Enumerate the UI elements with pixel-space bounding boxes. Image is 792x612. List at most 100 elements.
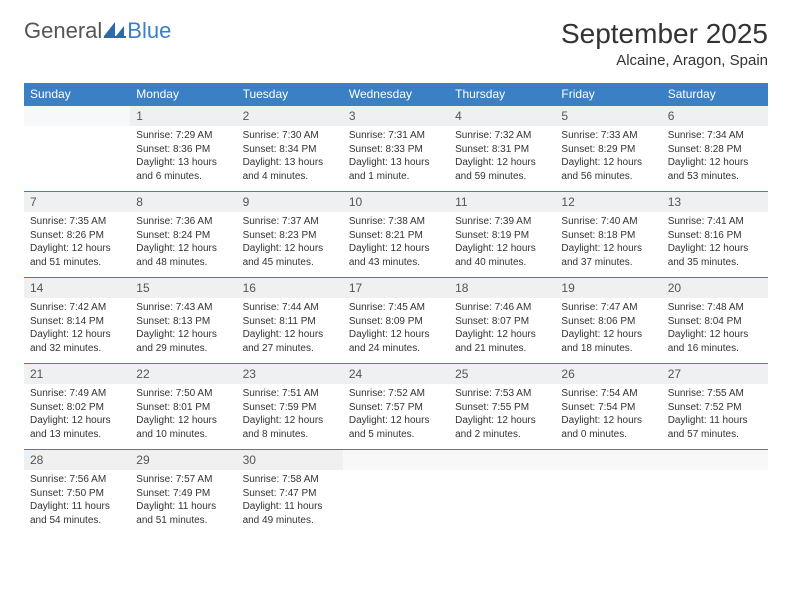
daylight-line: Daylight: 11 hours and 57 minutes.	[668, 414, 762, 441]
sunset-line: Sunset: 7:47 PM	[243, 487, 337, 501]
sunrise-line: Sunrise: 7:42 AM	[30, 301, 124, 315]
day-number: 27	[662, 364, 768, 385]
sunrise-line: Sunrise: 7:48 AM	[668, 301, 762, 315]
sunset-line: Sunset: 8:28 PM	[668, 143, 762, 157]
day-cell: Sunrise: 7:58 AMSunset: 7:47 PMDaylight:…	[237, 470, 343, 535]
day-header: Wednesday	[343, 83, 449, 106]
sunrise-line: Sunrise: 7:54 AM	[561, 387, 655, 401]
sunrise-line: Sunrise: 7:30 AM	[243, 129, 337, 143]
daylight-line: Daylight: 12 hours and 10 minutes.	[136, 414, 230, 441]
daylight-line: Daylight: 12 hours and 35 minutes.	[668, 242, 762, 269]
sunset-line: Sunset: 8:14 PM	[30, 315, 124, 329]
daylight-line: Daylight: 12 hours and 13 minutes.	[30, 414, 124, 441]
day-cell: Sunrise: 7:50 AMSunset: 8:01 PMDaylight:…	[130, 384, 236, 450]
day-number: 26	[555, 364, 661, 385]
sunset-line: Sunset: 8:34 PM	[243, 143, 337, 157]
sunrise-line: Sunrise: 7:41 AM	[668, 215, 762, 229]
sunset-line: Sunset: 8:24 PM	[136, 229, 230, 243]
day-cell: Sunrise: 7:37 AMSunset: 8:23 PMDaylight:…	[237, 212, 343, 278]
sunset-line: Sunset: 8:13 PM	[136, 315, 230, 329]
day-cell	[449, 470, 555, 535]
sunset-line: Sunset: 7:49 PM	[136, 487, 230, 501]
day-cell: Sunrise: 7:46 AMSunset: 8:07 PMDaylight:…	[449, 298, 555, 364]
day-cell: Sunrise: 7:56 AMSunset: 7:50 PMDaylight:…	[24, 470, 130, 535]
sunrise-line: Sunrise: 7:43 AM	[136, 301, 230, 315]
day-number: 28	[24, 450, 130, 471]
daylight-line: Daylight: 13 hours and 1 minute.	[349, 156, 443, 183]
sunrise-line: Sunrise: 7:51 AM	[243, 387, 337, 401]
day-cell: Sunrise: 7:47 AMSunset: 8:06 PMDaylight:…	[555, 298, 661, 364]
day-number: 22	[130, 364, 236, 385]
day-number: 19	[555, 278, 661, 299]
day-cell: Sunrise: 7:44 AMSunset: 8:11 PMDaylight:…	[237, 298, 343, 364]
day-cell: Sunrise: 7:45 AMSunset: 8:09 PMDaylight:…	[343, 298, 449, 364]
day-number: 30	[237, 450, 343, 471]
day-number: 8	[130, 192, 236, 213]
sunrise-line: Sunrise: 7:37 AM	[243, 215, 337, 229]
daylight-line: Daylight: 12 hours and 53 minutes.	[668, 156, 762, 183]
daynum-row: 282930	[24, 450, 768, 471]
sunset-line: Sunset: 8:19 PM	[455, 229, 549, 243]
sunrise-line: Sunrise: 7:50 AM	[136, 387, 230, 401]
daynum-row: 123456	[24, 106, 768, 127]
day-number: 13	[662, 192, 768, 213]
day-number: 17	[343, 278, 449, 299]
sunset-line: Sunset: 8:36 PM	[136, 143, 230, 157]
sunset-line: Sunset: 8:26 PM	[30, 229, 124, 243]
day-cell: Sunrise: 7:34 AMSunset: 8:28 PMDaylight:…	[662, 126, 768, 192]
calendar-table: SundayMondayTuesdayWednesdayThursdayFrid…	[24, 83, 768, 535]
day-number: 23	[237, 364, 343, 385]
day-number	[662, 450, 768, 471]
daylight-line: Daylight: 12 hours and 32 minutes.	[30, 328, 124, 355]
week-row: Sunrise: 7:35 AMSunset: 8:26 PM Daylight:…	[24, 212, 768, 278]
day-cell: Sunrise: 7:53 AMSunset: 7:55 PMDaylight:…	[449, 384, 555, 450]
daylight-line: Daylight: 12 hours and 16 minutes.	[668, 328, 762, 355]
sunrise-line: Sunrise: 7:29 AM	[136, 129, 230, 143]
day-number: 7	[24, 192, 130, 213]
day-number: 24	[343, 364, 449, 385]
day-cell	[343, 470, 449, 535]
daylight-line: Daylight: 12 hours and 48 minutes.	[136, 242, 230, 269]
sunset-line: Sunset: 8:29 PM	[561, 143, 655, 157]
daynum-row: 21222324252627	[24, 364, 768, 385]
sunrise-line: Sunrise: 7:46 AM	[455, 301, 549, 315]
day-cell: Sunrise: 7:49 AMSunset: 8:02 PMDaylight:…	[24, 384, 130, 450]
daylight-line: Daylight: 12 hours and 29 minutes.	[136, 328, 230, 355]
day-number: 16	[237, 278, 343, 299]
daylight-line: Daylight: 13 hours and 6 minutes.	[136, 156, 230, 183]
day-cell: Sunrise: 7:30 AMSunset: 8:34 PMDaylight:…	[237, 126, 343, 192]
daylight-line: Daylight: 12 hours and 0 minutes.	[561, 414, 655, 441]
sunrise-line: Sunrise: 7:35 AM	[30, 215, 124, 229]
day-number: 25	[449, 364, 555, 385]
sunset-line: Sunset: 8:23 PM	[243, 229, 337, 243]
day-number: 21	[24, 364, 130, 385]
day-cell: Sunrise: 7:43 AMSunset: 8:13 PMDaylight:…	[130, 298, 236, 364]
sunrise-line: Sunrise: 7:38 AM	[349, 215, 443, 229]
day-number: 20	[662, 278, 768, 299]
sunrise-line: Sunrise: 7:55 AM	[668, 387, 762, 401]
day-header: Saturday	[662, 83, 768, 106]
daylight-line: Daylight: 12 hours and 8 minutes.	[243, 414, 337, 441]
day-number: 29	[130, 450, 236, 471]
day-number	[24, 106, 130, 127]
sunrise-line: Sunrise: 7:40 AM	[561, 215, 655, 229]
day-cell	[662, 470, 768, 535]
daylight-line: Daylight: 11 hours and 49 minutes.	[243, 500, 337, 527]
day-cell: Sunrise: 7:54 AMSunset: 7:54 PMDaylight:…	[555, 384, 661, 450]
day-number: 3	[343, 106, 449, 127]
day-cell: Sunrise: 7:57 AMSunset: 7:49 PMDaylight:…	[130, 470, 236, 535]
day-cell: Sunrise: 7:55 AMSunset: 7:52 PMDaylight:…	[662, 384, 768, 450]
location: Alcaine, Aragon, Spain	[561, 52, 768, 69]
day-number: 15	[130, 278, 236, 299]
day-number	[555, 450, 661, 471]
day-number	[343, 450, 449, 471]
sunrise-line: Sunrise: 7:47 AM	[561, 301, 655, 315]
day-number: 2	[237, 106, 343, 127]
day-number: 10	[343, 192, 449, 213]
day-number: 14	[24, 278, 130, 299]
week-row: Sunrise: 7:42 AMSunset: 8:14 PMDaylight:…	[24, 298, 768, 364]
sunrise-line: Sunrise: 7:58 AM	[243, 473, 337, 487]
day-header: Thursday	[449, 83, 555, 106]
sunset-line: Sunset: 8:09 PM	[349, 315, 443, 329]
week-row: Sunrise: 7:49 AMSunset: 8:02 PMDaylight:…	[24, 384, 768, 450]
